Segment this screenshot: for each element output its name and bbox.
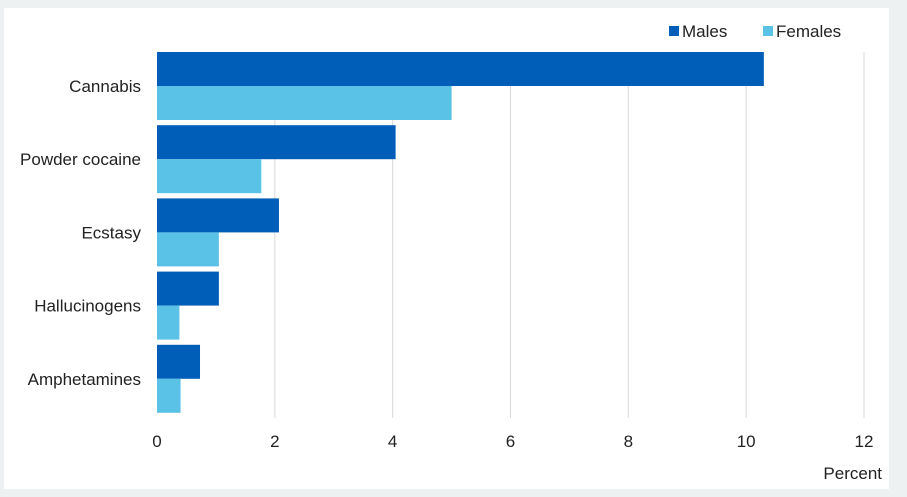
category-label-ecstasy: Ecstasy — [81, 223, 141, 242]
bar-hallucinogens-females — [157, 305, 180, 340]
x-tick-8: 8 — [624, 432, 633, 451]
legend-label-males: Males — [682, 22, 727, 41]
bar-ecstasy-males — [157, 198, 279, 233]
category-label-amphetamines: Amphetamines — [28, 370, 141, 389]
category-label-powder-cocaine: Powder cocaine — [20, 150, 141, 169]
x-tick-10: 10 — [737, 432, 756, 451]
bar-amphetamines-females — [157, 378, 181, 413]
bar-amphetamines-males — [157, 344, 201, 379]
category-label-cannabis: Cannabis — [69, 77, 141, 96]
legend-swatch-males — [669, 26, 679, 36]
legend-swatch-females — [763, 26, 773, 36]
x-tick-12: 12 — [855, 432, 874, 451]
x-tick-labels: 0 2 4 6 8 10 12 — [152, 432, 873, 451]
bar-hallucinogens-males — [157, 271, 219, 306]
bar-powder-cocaine-males — [157, 125, 396, 160]
x-tick-0: 0 — [152, 432, 161, 451]
bar-cannabis-males — [157, 52, 764, 86]
bar-cannabis-females — [157, 86, 452, 120]
x-tick-6: 6 — [506, 432, 515, 451]
category-labels: Cannabis Powder cocaine Ecstasy Hallucinoge… — [20, 77, 141, 389]
legend-label-females: Females — [776, 22, 841, 41]
bar-powder-cocaine-females — [157, 159, 262, 194]
x-tick-2: 2 — [270, 432, 279, 451]
x-tick-4: 4 — [388, 432, 397, 451]
bar-ecstasy-females — [157, 232, 219, 267]
bars — [157, 52, 764, 413]
category-label-hallucinogens: Hallucinogens — [34, 297, 141, 316]
x-axis-title: Percent — [823, 464, 882, 483]
legend: Males Females — [669, 22, 841, 41]
